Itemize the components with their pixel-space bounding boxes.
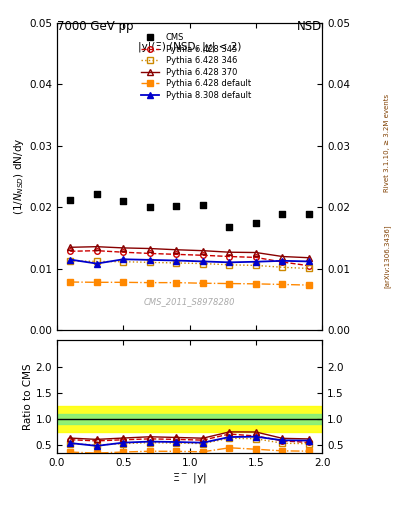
Text: CMS_2011_S8978280: CMS_2011_S8978280 <box>144 296 235 306</box>
Point <box>253 219 259 227</box>
Y-axis label: $(1/N_{NSD})$ dN/dy: $(1/N_{NSD})$ dN/dy <box>12 138 26 216</box>
Text: |y|(Ξ) (NSD, |y| < 2): |y|(Ξ) (NSD, |y| < 2) <box>138 41 241 52</box>
X-axis label: $Ξ^-$ |y|: $Ξ^-$ |y| <box>172 471 207 485</box>
Bar <box>57 406 322 432</box>
Point <box>279 209 286 218</box>
Text: NSD: NSD <box>297 20 322 33</box>
Legend: CMS, Pythia 6.428 345, Pythia 6.428 346, Pythia 6.428 370, Pythia 6.428 default,: CMS, Pythia 6.428 345, Pythia 6.428 346,… <box>141 33 251 100</box>
Y-axis label: Ratio to CMS: Ratio to CMS <box>23 364 33 430</box>
Point <box>173 202 180 210</box>
Text: 7000 GeV pp: 7000 GeV pp <box>57 20 134 33</box>
Point <box>120 197 127 205</box>
Point <box>67 196 73 204</box>
Point <box>94 190 100 198</box>
Point <box>306 209 312 218</box>
Text: Rivet 3.1.10, ≥ 3.2M events: Rivet 3.1.10, ≥ 3.2M events <box>384 94 390 193</box>
Point <box>147 203 153 211</box>
Point <box>200 201 206 209</box>
Bar <box>57 414 322 424</box>
Text: [arXiv:1306.3436]: [arXiv:1306.3436] <box>384 224 391 288</box>
Point <box>226 223 233 231</box>
